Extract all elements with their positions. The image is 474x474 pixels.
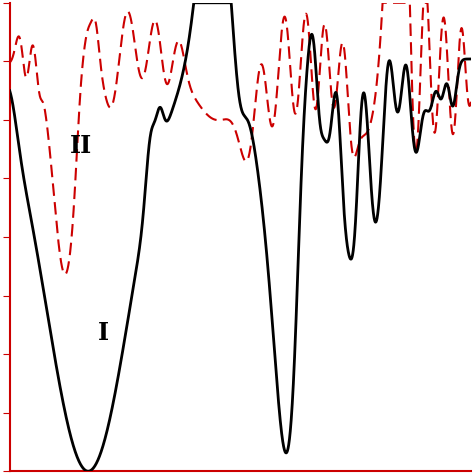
Text: II: II <box>70 134 92 158</box>
Text: I: I <box>98 321 109 345</box>
